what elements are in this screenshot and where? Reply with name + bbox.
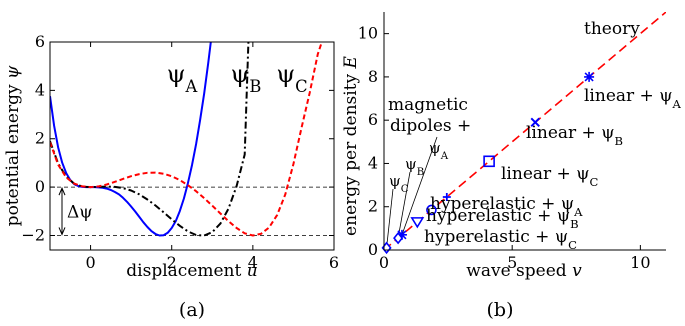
point-label-2: linear + ψC <box>501 164 599 189</box>
y-tick-label: 10 <box>358 24 378 43</box>
theory-label: theory <box>584 19 640 39</box>
point-label-6: ψA <box>429 139 449 162</box>
point-marker-circle-b <box>426 204 437 216</box>
y-tick-label: −2 <box>21 225 45 244</box>
point-marker-x-b <box>530 117 540 128</box>
panel-b-markers <box>381 71 595 255</box>
y-tick-label: 0 <box>368 240 378 259</box>
delta-arrow-head-down <box>58 227 66 236</box>
leader-line-c <box>386 188 394 248</box>
curve-psi-a <box>50 42 212 237</box>
x-tick-label: 6 <box>329 253 339 272</box>
y-tick-label: 2 <box>35 129 45 148</box>
panel-b-leader-lines <box>386 136 438 248</box>
point-marker-star-a <box>396 229 407 240</box>
x-tick-label: 4 <box>248 253 258 272</box>
x-tick-label: 0 <box>85 253 95 272</box>
leader-line-b <box>397 171 411 239</box>
y-tick-label: 6 <box>35 32 45 51</box>
x-tick-label: 10 <box>630 253 650 272</box>
y-tick-label: 4 <box>35 80 45 99</box>
delta-psi-annotation: Δψ <box>58 186 93 236</box>
panel-b-ticks: 0 5 10 0 2 4 6 8 10 <box>358 24 651 272</box>
magnetic-dipoles-label-line2: dipoles + <box>390 116 471 136</box>
panel-b-point-labels: linear + ψA linear + ψB linear + ψC hyperel… <box>389 86 682 252</box>
point-marker-plus-a <box>442 192 451 201</box>
point-label-7: ψB <box>405 155 424 178</box>
point-marker-diamond-b <box>393 231 404 245</box>
point-label-3: hyperelastic + ψA <box>430 194 583 219</box>
x-tick-label: 0 <box>379 253 389 272</box>
curve-psi-b <box>50 42 250 237</box>
y-tick-label: 2 <box>368 197 378 216</box>
magnetic-dipoles-label-line1: magnetic <box>388 95 468 115</box>
panel-b-xlabel: wave speed v <box>466 261 582 281</box>
delta-psi-label: Δψ <box>67 202 93 222</box>
y-tick-label: 8 <box>368 67 378 86</box>
x-tick-label: 5 <box>507 253 517 272</box>
point-label-5: hyperelastic + ψC <box>424 227 577 252</box>
panel-a-curve-labels: ψA ψB ψC <box>167 60 308 96</box>
panel-a-curves <box>50 42 323 237</box>
panel-a-ylabel: potential energy ψ <box>3 65 23 226</box>
panel-a-frame <box>49 41 335 251</box>
panel-b-energy-vs-speed: 0 5 10 0 2 4 6 8 10 wave speed v energy per dens… <box>341 12 682 321</box>
panel-b-ylabel: energy per density E <box>341 55 361 235</box>
curve-label-psi-a: ψA <box>167 60 198 96</box>
y-tick-label: 6 <box>368 110 378 129</box>
curve-label-psi-c: ψC <box>276 60 307 96</box>
curve-label-psi-b: ψB <box>231 60 262 96</box>
leader-line-a <box>401 136 438 235</box>
y-tick-label: 0 <box>35 177 45 196</box>
panel-a-caption: (a) <box>179 299 205 321</box>
point-label-4: hyperelastic + ψB <box>426 206 579 231</box>
point-label-8: ψC <box>389 172 409 195</box>
panel-a-xlabel: displacement u <box>126 261 257 281</box>
point-label-0: linear + ψA <box>584 86 682 111</box>
panel-b-caption: (b) <box>487 299 514 321</box>
delta-arrow-head-up <box>58 186 66 196</box>
panel-a-ticks: 0 2 4 6 −2 0 2 4 6 <box>21 32 339 272</box>
point-marker-star-a <box>584 71 595 82</box>
x-tick-label: 2 <box>167 253 177 272</box>
y-tick-label: 4 <box>368 153 378 172</box>
point-label-1: linear + ψB <box>526 123 623 148</box>
panel-a-potential-energy: 0 2 4 6 −2 0 2 4 6 displacement u potential ener… <box>3 32 339 321</box>
point-marker-triangle-down-c <box>410 217 425 229</box>
point-marker-square-c <box>483 155 495 168</box>
curve-psi-c <box>50 42 323 237</box>
